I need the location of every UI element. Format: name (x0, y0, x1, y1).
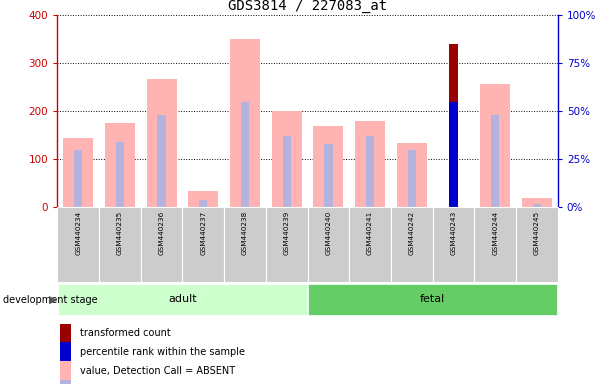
Text: GSM440237: GSM440237 (200, 210, 206, 255)
Bar (516, 207, 558, 282)
Text: ▶: ▶ (49, 295, 58, 305)
Bar (241, 102, 249, 207)
Bar (397, 142, 427, 207)
Bar (60, 361, 71, 380)
Bar (366, 136, 374, 207)
Text: GSM440234: GSM440234 (75, 210, 81, 255)
Bar (308, 207, 349, 282)
Text: development stage: development stage (3, 295, 98, 305)
Text: transformed count: transformed count (80, 328, 171, 338)
Bar (157, 115, 166, 207)
Bar (99, 207, 140, 282)
Bar (60, 380, 71, 384)
Bar (433, 207, 475, 282)
Bar (60, 343, 71, 361)
Text: adult: adult (168, 294, 197, 304)
Bar (475, 207, 516, 282)
Bar (224, 207, 266, 282)
Bar (522, 198, 552, 207)
Text: GSM440238: GSM440238 (242, 210, 248, 255)
Bar (314, 126, 343, 207)
Bar (188, 190, 218, 207)
Text: value, Detection Call = ABSENT: value, Detection Call = ABSENT (80, 366, 235, 376)
Bar (355, 121, 385, 207)
Text: fetal: fetal (420, 294, 445, 304)
Text: percentile rank within the sample: percentile rank within the sample (80, 347, 245, 357)
Bar (230, 40, 260, 207)
Bar (308, 284, 557, 315)
Text: GSM440235: GSM440235 (117, 210, 123, 255)
Bar (116, 142, 124, 207)
Bar (105, 123, 135, 207)
Bar (349, 207, 391, 282)
Bar (391, 207, 433, 282)
Bar (74, 150, 83, 207)
Bar (491, 115, 499, 207)
Title: GDS3814 / 227083_at: GDS3814 / 227083_at (228, 0, 387, 13)
Bar (58, 284, 307, 315)
Text: GSM440236: GSM440236 (159, 210, 165, 255)
Text: GSM440239: GSM440239 (283, 210, 289, 255)
Text: GSM440241: GSM440241 (367, 210, 373, 255)
Bar (272, 111, 302, 207)
Bar (199, 200, 207, 207)
Bar (533, 204, 541, 207)
Bar (60, 323, 71, 343)
Text: GSM440240: GSM440240 (326, 210, 332, 255)
Bar (408, 150, 416, 207)
Bar (63, 138, 93, 207)
Text: GSM440244: GSM440244 (492, 210, 498, 255)
Text: GSM440243: GSM440243 (450, 210, 456, 255)
Text: GSM440245: GSM440245 (534, 210, 540, 255)
Bar (449, 44, 458, 207)
Bar (266, 207, 308, 282)
Bar (147, 79, 177, 207)
Bar (324, 144, 333, 207)
Bar (182, 207, 224, 282)
Bar (449, 102, 458, 207)
Text: GSM440242: GSM440242 (409, 210, 415, 255)
Bar (57, 207, 99, 282)
Bar (282, 136, 291, 207)
Bar (140, 207, 182, 282)
Bar (480, 84, 510, 207)
